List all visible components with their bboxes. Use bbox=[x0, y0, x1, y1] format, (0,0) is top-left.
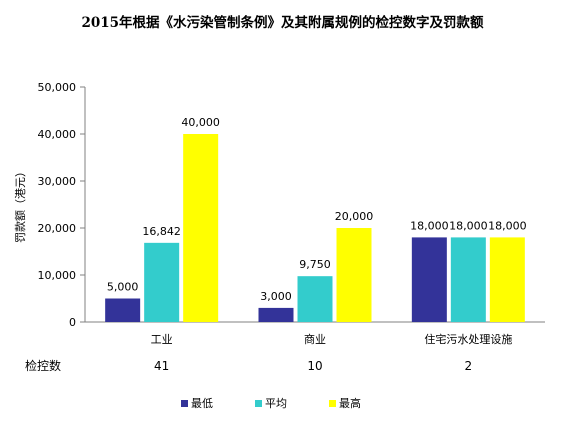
legend-label-highest: 最高 bbox=[339, 396, 361, 410]
bar-lowest-1 bbox=[258, 307, 294, 322]
data-label: 20,000 bbox=[335, 210, 374, 223]
legend-swatch-average bbox=[255, 400, 262, 407]
legend-swatch-lowest bbox=[181, 400, 188, 407]
prosecution-count: 2 bbox=[465, 359, 473, 373]
y-tick-label: 10,000 bbox=[38, 269, 77, 282]
data-label: 40,000 bbox=[181, 116, 220, 129]
bar-lowest-2 bbox=[411, 237, 447, 322]
y-tick-label: 30,000 bbox=[38, 175, 77, 188]
y-tick-label: 50,000 bbox=[38, 81, 77, 94]
category-label: 住宅污水处理设施 bbox=[424, 332, 512, 346]
bar-highest-0 bbox=[183, 134, 219, 322]
bar-highest-2 bbox=[489, 237, 525, 322]
chart-title: 2015年根据《水污染管制条例》及其附属规例的检控数字及罚款额 bbox=[81, 15, 484, 31]
bar-average-0 bbox=[144, 242, 180, 322]
data-label: 18,000 bbox=[488, 219, 527, 232]
category-label: 商业 bbox=[304, 332, 326, 346]
bar-lowest-0 bbox=[105, 298, 141, 322]
prosecution-count: 41 bbox=[154, 359, 169, 373]
prosecution-count: 10 bbox=[307, 359, 322, 373]
legend-label-average: 平均 bbox=[265, 397, 287, 410]
y-axis-title: 罚款额（港元） bbox=[13, 166, 27, 243]
y-tick-label: 40,000 bbox=[38, 128, 77, 141]
data-label: 18,000 bbox=[449, 219, 488, 232]
bars bbox=[105, 134, 525, 322]
bar-average-2 bbox=[450, 237, 486, 322]
bar-average-1 bbox=[297, 276, 333, 322]
data-label: 18,000 bbox=[410, 219, 449, 232]
data-label: 16,842 bbox=[142, 225, 181, 238]
category-label: 工业 bbox=[151, 333, 173, 346]
y-tick-label: 0 bbox=[69, 316, 76, 329]
labels: 5,000 16,842 40,000 工业 41 3,000 9,750 20,000 商业 1… bbox=[25, 116, 527, 373]
legend-swatch-highest bbox=[329, 400, 336, 407]
legend: 最低 平均 最高 bbox=[181, 396, 361, 410]
legend-label-lowest: 最低 bbox=[191, 397, 213, 410]
prosecution-row-label: 检控数 bbox=[25, 358, 61, 373]
data-label: 3,000 bbox=[260, 290, 292, 303]
y-tick-label: 20,000 bbox=[38, 222, 77, 235]
data-label: 5,000 bbox=[107, 281, 139, 294]
data-label: 9,750 bbox=[299, 258, 331, 271]
bar-highest-1 bbox=[336, 228, 372, 322]
